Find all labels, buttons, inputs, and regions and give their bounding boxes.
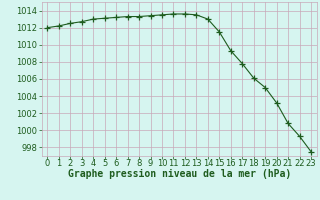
X-axis label: Graphe pression niveau de la mer (hPa): Graphe pression niveau de la mer (hPa): [68, 169, 291, 179]
